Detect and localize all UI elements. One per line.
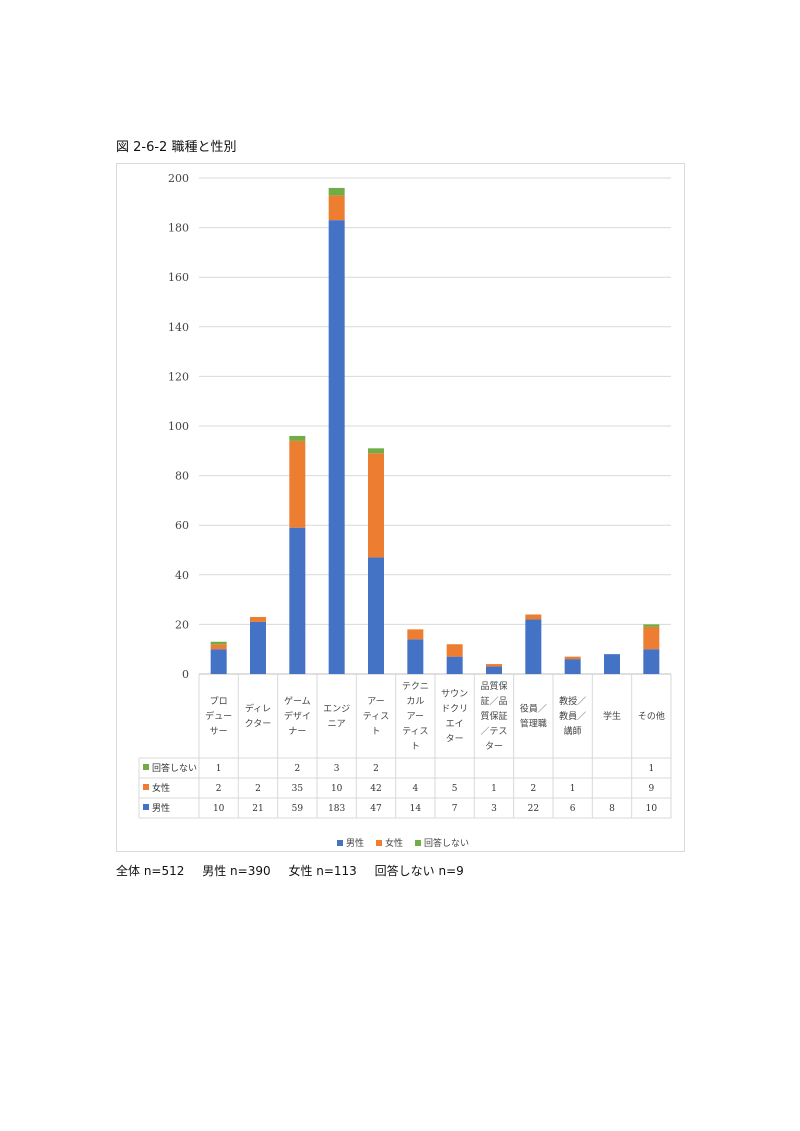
bar-segment-male	[486, 666, 502, 674]
data-label: 10	[331, 784, 343, 794]
data-label: 22	[528, 804, 539, 814]
bar-segment-male	[446, 656, 463, 674]
y-tick-label: 120	[168, 370, 189, 383]
bar-segment-female	[368, 453, 384, 558]
bar-segment-no-answer	[328, 187, 345, 196]
summary-male: 男性 n=390	[202, 864, 271, 878]
bar-segment-male	[407, 639, 424, 674]
y-tick-label: 40	[175, 569, 189, 582]
legend-label: 回答しない	[424, 837, 469, 849]
data-label: 21	[252, 804, 263, 814]
bar-segment-female	[525, 614, 542, 620]
sample-size-summary: 全体 n=512 男性 n=390 女性 n=113 回答しない n=9	[116, 862, 478, 879]
table-legend-key	[143, 784, 149, 790]
category-label: 学生	[603, 710, 621, 722]
bar-segment-no-answer	[210, 641, 227, 645]
category-label: ゲームデザイナー	[284, 695, 311, 737]
data-label: 10	[646, 804, 658, 814]
bar-segment-female	[446, 644, 463, 657]
data-label: 2	[255, 784, 261, 794]
y-tick-label: 0	[182, 668, 189, 681]
data-label: 9	[648, 784, 654, 794]
bar-segment-female	[210, 644, 227, 650]
bar-segment-male	[250, 621, 266, 674]
chart-frame: 0 20 40 60 80 100 120 140 160 180 200 プロデューサー ディレクター…	[116, 163, 685, 852]
data-label: 14	[410, 804, 422, 814]
y-tick-label: 140	[168, 321, 189, 334]
y-tick-label: 60	[175, 519, 189, 532]
category-label: テクニカルアーティスト	[402, 681, 429, 752]
data-label: 2	[294, 764, 300, 774]
data-label: 1	[648, 764, 654, 774]
category-label: その他	[638, 710, 665, 722]
bar-segment-male	[564, 659, 581, 674]
summary-total: 全体 n=512	[116, 864, 185, 878]
data-label: 1	[570, 784, 576, 794]
summary-no-answer: 回答しない n=9	[374, 864, 464, 878]
category-label: エンジニア	[323, 705, 350, 730]
y-tick-label: 80	[175, 470, 189, 483]
y-tick-label: 200	[168, 172, 189, 185]
y-tick-label: 100	[168, 420, 189, 433]
table-series-label: 回答しない	[152, 762, 197, 774]
data-label: 2	[530, 784, 536, 794]
bar-segment-female	[289, 440, 306, 528]
data-label: 3	[334, 764, 340, 774]
legend-key	[415, 840, 421, 846]
bar-segment-no-answer	[643, 624, 660, 627]
bar-segment-no-answer	[368, 448, 384, 454]
data-label: 35	[292, 784, 304, 794]
data-label: 1	[216, 764, 222, 774]
data-label: 2	[216, 784, 222, 794]
category-label: 役員／管理職	[520, 703, 547, 730]
table-series-label: 女性	[152, 782, 170, 794]
bar-segment-female	[486, 664, 502, 667]
category-label: サウンドクリエイター	[441, 689, 468, 745]
bar-segment-male	[289, 527, 306, 674]
legend-label: 女性	[385, 837, 403, 849]
category-label: プロデューサー	[205, 696, 232, 737]
y-tick-label: 180	[168, 222, 189, 235]
data-label: 8	[609, 804, 615, 814]
data-label: 3	[491, 804, 497, 814]
bar-segment-no-answer	[289, 435, 306, 441]
bar-segment-male	[328, 220, 345, 674]
table-legend-key	[143, 804, 149, 810]
y-tick-label: 160	[168, 271, 189, 284]
bar-segment-female	[407, 629, 424, 640]
legend-label: 男性	[346, 837, 364, 849]
table-series-label: 男性	[152, 802, 170, 814]
data-label: 6	[570, 804, 576, 814]
data-label: 42	[370, 784, 381, 794]
bar-segment-female	[250, 616, 266, 622]
bar-segment-male	[525, 619, 542, 674]
data-label: 183	[328, 804, 345, 814]
category-label: 教授／教員／講師	[559, 695, 586, 737]
data-label: 47	[370, 804, 382, 814]
legend-key	[376, 840, 382, 846]
bar-segment-female	[564, 656, 581, 660]
data-label: 7	[452, 804, 458, 814]
data-label: 4	[412, 784, 418, 794]
bar-segment-male	[210, 649, 227, 674]
category-label: ディレクター	[245, 703, 272, 730]
bar-segment-female	[643, 626, 660, 650]
data-label: 59	[292, 804, 304, 814]
legend-key	[337, 840, 343, 846]
bar-segment-male	[368, 557, 384, 674]
table-legend-key	[143, 764, 149, 770]
bar-segment-male	[604, 654, 620, 674]
figure-title: 図 2-6-2 職種と性別	[116, 140, 237, 155]
category-label: 品質保証／品質保証／テスター	[480, 680, 507, 752]
bar-segment-female	[328, 195, 345, 221]
data-label: 2	[373, 764, 379, 774]
summary-female: 女性 n=113	[288, 864, 357, 878]
data-label: 5	[452, 784, 458, 794]
category-label: アーティスト	[363, 697, 389, 737]
data-label: 10	[213, 804, 225, 814]
stacked-bar-chart: 0 20 40 60 80 100 120 140 160 180 200 プロデューサーディレクター…	[138, 172, 672, 849]
data-label: 1	[491, 784, 497, 794]
bar-segment-male	[643, 649, 660, 674]
y-tick-label: 20	[175, 618, 189, 631]
